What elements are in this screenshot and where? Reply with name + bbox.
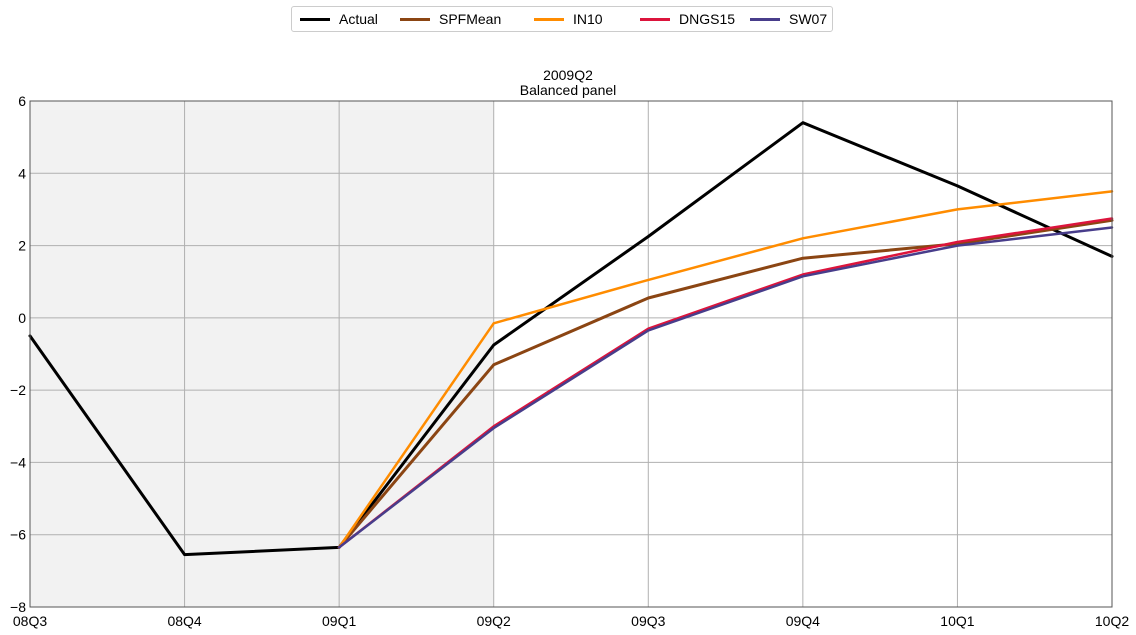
x-tick-label: 08Q3	[13, 613, 47, 629]
legend-item-in10: IN10	[534, 7, 603, 31]
legend-item-actual: Actual	[300, 7, 378, 31]
y-tick-label: 4	[18, 165, 26, 181]
series-line-spfmean	[337, 218, 1114, 549]
shaded-region	[30, 101, 494, 607]
x-tick-label: 09Q2	[477, 613, 511, 629]
x-tick-label: 08Q4	[167, 613, 201, 629]
x-tick-label: 09Q1	[322, 613, 356, 629]
series-line-in10	[337, 190, 1114, 549]
series-line-sw07	[337, 226, 1114, 549]
legend-swatch	[300, 17, 330, 21]
legend-swatch	[400, 17, 430, 21]
legend-label: Actual	[339, 11, 378, 27]
y-tick-label: −4	[10, 454, 26, 470]
chart-title: 2009Q2	[543, 67, 593, 83]
x-tick-label: 09Q3	[631, 613, 665, 629]
legend-item-sw07: SW07	[750, 7, 827, 31]
legend-label: IN10	[573, 11, 603, 27]
legend-swatch	[640, 17, 670, 21]
legend-swatch	[750, 17, 780, 21]
x-tick-label: 10Q1	[940, 613, 974, 629]
x-tick-label: 09Q4	[786, 613, 820, 629]
x-tick-label: 10Q2	[1095, 613, 1129, 629]
y-tick-label: −2	[10, 382, 26, 398]
chart-subtitle: Balanced panel	[519, 82, 617, 98]
legend: Actual SPFMean IN10 DNGS15 SW07	[291, 6, 833, 32]
plot-frame	[29, 100, 1113, 608]
legend-label: DNGS15	[679, 11, 736, 27]
legend-swatch	[534, 17, 564, 21]
legend-label: SPFMean	[439, 11, 502, 27]
series-line-actual	[28, 121, 1114, 557]
y-tick-label: 6	[18, 93, 26, 109]
legend-item-dngs15: DNGS15	[640, 7, 735, 31]
y-tick-label: 0	[18, 310, 26, 326]
legend-item-spfmean: SPFMean	[400, 7, 501, 31]
y-tick-label: −8	[10, 599, 26, 615]
y-tick-label: 2	[18, 238, 26, 254]
y-tick-label: −6	[10, 527, 26, 543]
legend-label: SW07	[789, 11, 828, 27]
